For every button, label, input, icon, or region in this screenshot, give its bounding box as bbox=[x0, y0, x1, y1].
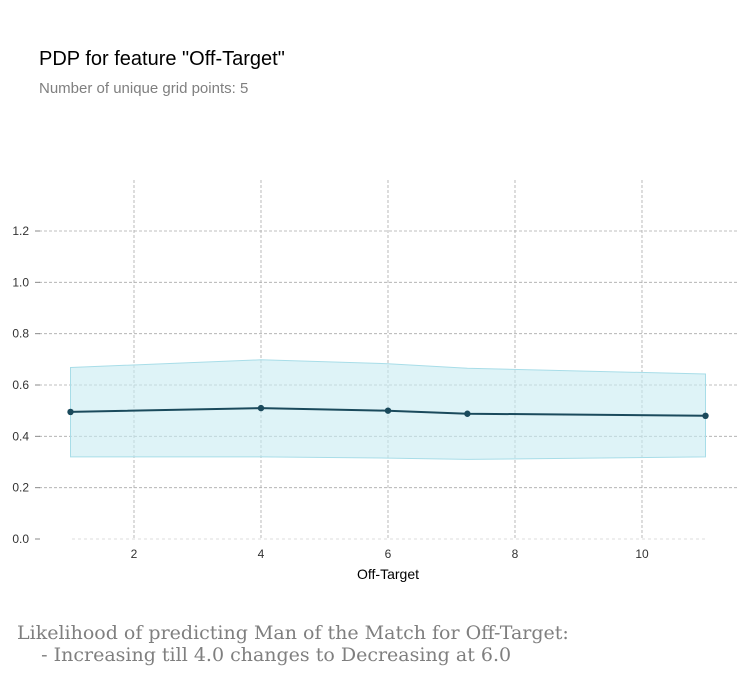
x-tick-label-4: 10 bbox=[635, 547, 649, 561]
pdp-point-0 bbox=[67, 408, 74, 416]
x-axis-label: Off-Target bbox=[357, 566, 419, 582]
y-tick-label-2: 0.4 bbox=[12, 429, 29, 443]
y-tick-labels: 0.0 0.2 0.4 0.6 0.8 1.0 1.2 bbox=[12, 224, 29, 546]
y-tick-label-3: 0.6 bbox=[12, 378, 29, 392]
y-tick-label-1: 0.2 bbox=[12, 481, 29, 495]
caption-line-1: Likelihood of predicting Man of the Matc… bbox=[17, 622, 569, 644]
y-tick-label-4: 0.8 bbox=[12, 327, 29, 341]
y-tick-label-0: 0.0 bbox=[12, 532, 29, 546]
pdp-caption: Likelihood of predicting Man of the Matc… bbox=[17, 622, 569, 666]
caption-line-2: - Increasing till 4.0 changes to Decreas… bbox=[17, 644, 512, 666]
y-tick-label-5: 1.0 bbox=[12, 275, 29, 289]
x-tick-label-1: 4 bbox=[258, 547, 265, 561]
chart-subtitle: Number of unique grid points: 5 bbox=[39, 80, 249, 97]
x-tick-label-2: 6 bbox=[385, 547, 392, 561]
pdp-points bbox=[67, 404, 709, 419]
x-tick-label-0: 2 bbox=[131, 547, 138, 561]
chart-title: PDP for feature "Off-Target" bbox=[39, 48, 285, 70]
x-tick-labels: 2 4 6 8 10 bbox=[131, 547, 649, 561]
x-tick-label-3: 8 bbox=[512, 547, 519, 561]
pdp-point-3 bbox=[464, 410, 471, 417]
pdp-point-2 bbox=[384, 407, 392, 414]
pdp-point-4 bbox=[702, 412, 709, 419]
pdp-point-1 bbox=[257, 404, 265, 412]
grid-lines bbox=[35, 180, 737, 540]
y-tick-label-6: 1.2 bbox=[12, 224, 29, 238]
